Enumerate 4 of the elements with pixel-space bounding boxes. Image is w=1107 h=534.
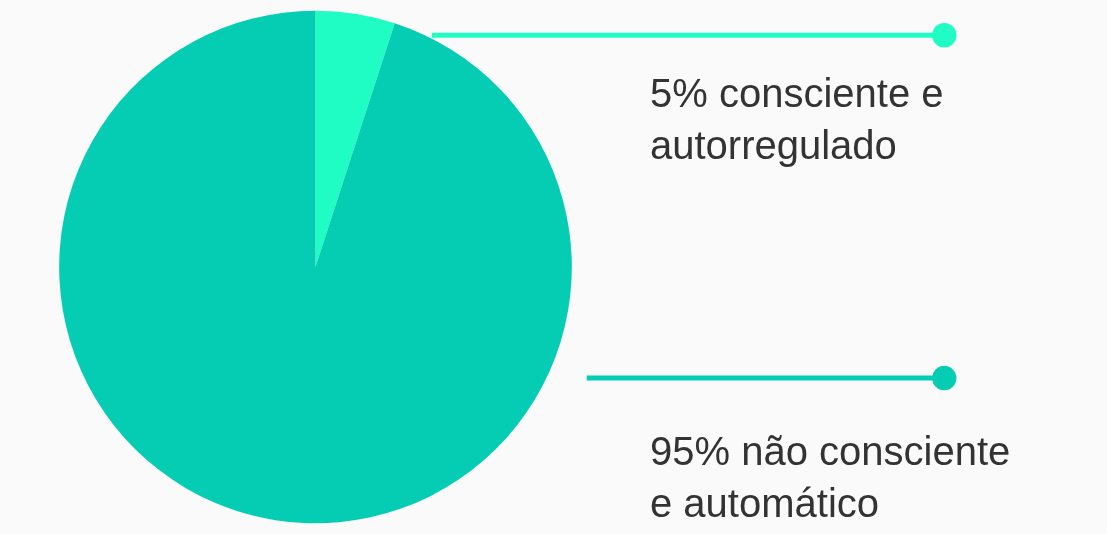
legend-label: 95% não consciente e automático <box>650 429 1011 525</box>
pie-slice <box>315 10 395 267</box>
legend-label: 5% consciente e autorregulado <box>650 71 944 167</box>
pie-slice <box>59 10 572 524</box>
